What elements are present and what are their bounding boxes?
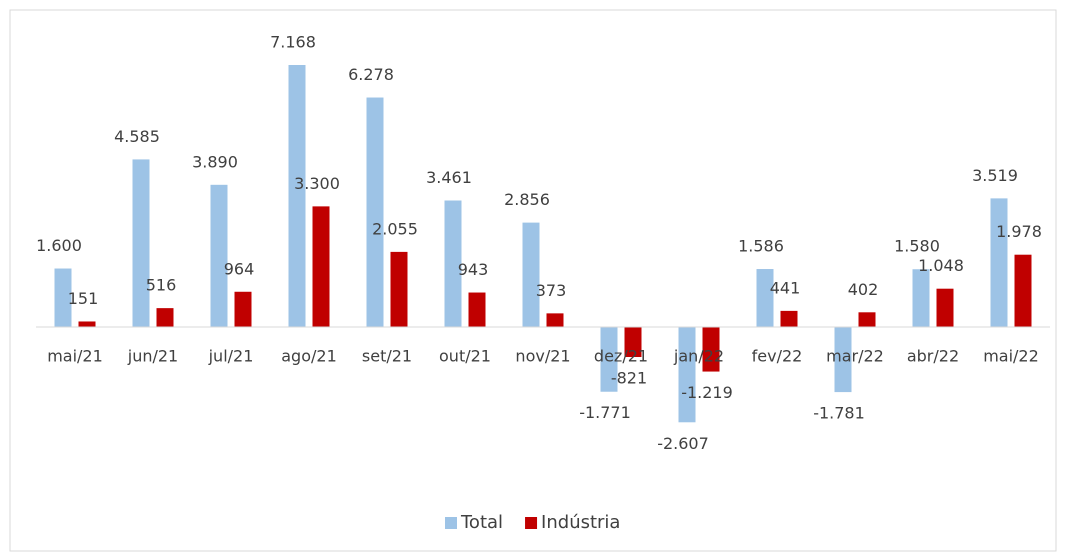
data-label: 2.055 bbox=[372, 219, 418, 238]
data-label: 1.978 bbox=[996, 222, 1042, 241]
x-tick-label: ago/21 bbox=[281, 347, 337, 366]
data-label: 516 bbox=[146, 276, 177, 295]
data-label: -821 bbox=[611, 369, 647, 388]
bar bbox=[210, 184, 228, 327]
bar bbox=[858, 312, 876, 327]
bar bbox=[444, 200, 462, 327]
bar bbox=[312, 206, 330, 327]
legend-swatch bbox=[445, 517, 457, 529]
data-label: 3.519 bbox=[972, 166, 1018, 185]
data-label: -2.607 bbox=[657, 434, 709, 453]
x-tick-label: fev/22 bbox=[752, 347, 803, 366]
bar bbox=[234, 291, 252, 327]
data-label: 1.600 bbox=[36, 236, 82, 255]
bar bbox=[936, 288, 954, 327]
x-tick-label: abr/22 bbox=[907, 347, 959, 366]
x-tick-label: jan/22 bbox=[673, 347, 724, 366]
bar bbox=[990, 198, 1008, 327]
bar bbox=[546, 313, 564, 327]
x-tick-label: set/21 bbox=[362, 347, 412, 366]
bar bbox=[1014, 254, 1032, 327]
bar bbox=[600, 327, 618, 392]
bar bbox=[834, 327, 852, 393]
data-label: 7.168 bbox=[270, 33, 316, 52]
x-tick-label: mar/22 bbox=[826, 347, 884, 366]
data-label: 964 bbox=[224, 259, 255, 278]
data-label: 373 bbox=[536, 281, 567, 300]
bar bbox=[780, 310, 798, 327]
bar bbox=[54, 268, 72, 327]
x-tick-label: jul/21 bbox=[208, 347, 254, 366]
x-tick-label: mai/21 bbox=[47, 347, 103, 366]
x-tick-label: mai/22 bbox=[983, 347, 1039, 366]
legend-label: Indústria bbox=[541, 512, 620, 533]
legend-swatch bbox=[525, 517, 538, 529]
bar bbox=[156, 308, 174, 327]
data-label: 151 bbox=[68, 289, 99, 308]
x-tick-label: dez/21 bbox=[594, 347, 648, 366]
bar bbox=[702, 327, 720, 372]
bar bbox=[678, 327, 696, 423]
data-label: 1.580 bbox=[894, 237, 940, 256]
legend-label: Total bbox=[460, 512, 503, 533]
bar bbox=[912, 269, 930, 327]
data-label: 1.048 bbox=[918, 256, 964, 275]
bar bbox=[366, 97, 384, 327]
bar bbox=[390, 251, 408, 327]
bar bbox=[756, 269, 774, 327]
data-label: 1.586 bbox=[738, 237, 784, 256]
bar bbox=[522, 222, 540, 327]
bar bbox=[78, 321, 96, 327]
bar bbox=[132, 159, 150, 327]
bar bbox=[468, 292, 486, 327]
data-label: -1.781 bbox=[813, 404, 865, 423]
x-tick-label: out/21 bbox=[439, 347, 491, 366]
data-label: 441 bbox=[770, 278, 801, 297]
bar bbox=[288, 65, 306, 327]
data-label: 3.890 bbox=[192, 152, 238, 171]
data-label: 943 bbox=[458, 260, 489, 279]
bar bbox=[624, 327, 642, 358]
data-label: 4.585 bbox=[114, 127, 160, 146]
data-label: -1.219 bbox=[681, 383, 733, 402]
data-label: 402 bbox=[848, 280, 879, 299]
data-label: 2.856 bbox=[504, 190, 550, 209]
x-tick-label: nov/21 bbox=[515, 347, 570, 366]
x-tick-label: jun/21 bbox=[127, 347, 178, 366]
data-label: 3.300 bbox=[294, 174, 340, 193]
data-label: 6.278 bbox=[348, 65, 394, 84]
data-label: 3.461 bbox=[426, 168, 472, 187]
data-label: -1.771 bbox=[579, 403, 631, 422]
